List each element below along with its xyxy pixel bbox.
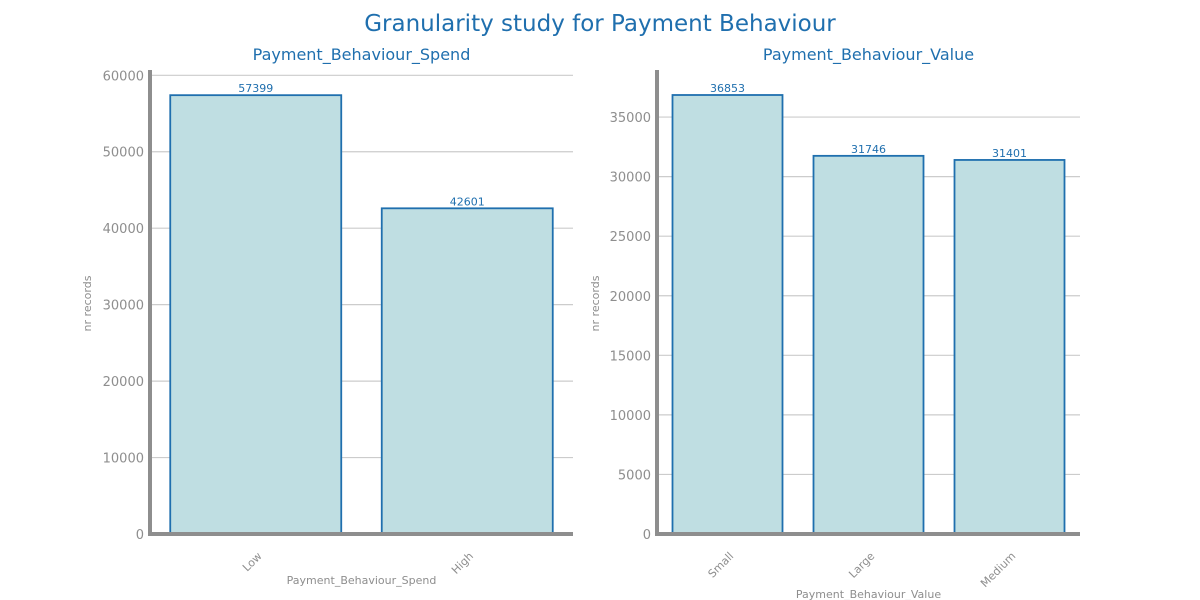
x-tick-label: Low [240, 550, 265, 575]
bar-high [380, 207, 554, 535]
y-tick-label: 0 [136, 528, 144, 543]
y-tick-label: 10000 [610, 409, 651, 424]
x-tick-label: Large [846, 549, 877, 580]
y-tick-label: 0 [643, 528, 651, 543]
bar-small [671, 94, 784, 535]
subplot-title: Payment_Behaviour_Spend [253, 45, 471, 65]
data-label: 42601 [450, 195, 485, 208]
y-tick-label: 35000 [610, 111, 651, 126]
y-tick-label: 20000 [610, 290, 651, 305]
y-tick-label: 50000 [103, 146, 144, 161]
y-tick-label: 25000 [610, 230, 651, 245]
y-tick-label: 10000 [103, 452, 144, 467]
data-label: 31401 [992, 147, 1027, 160]
y-tick-label: 60000 [103, 69, 144, 84]
bar-low [169, 94, 343, 535]
x-tick-label: Medium [978, 550, 1018, 590]
figure-title: Granularity study for Payment Behaviour [364, 11, 836, 37]
data-label: 57399 [238, 82, 273, 95]
data-label: 36853 [710, 82, 745, 95]
data-label: 31746 [851, 143, 886, 156]
y-tick-label: 5000 [618, 468, 651, 483]
x-tick-label: Small [706, 550, 737, 581]
y-tick-label: 15000 [610, 349, 651, 364]
y-tick-label: 40000 [103, 222, 144, 237]
bar-medium [953, 159, 1066, 535]
x-tick-label: High [449, 550, 476, 577]
y-axis-label: nr records [81, 275, 94, 331]
x-axis-label: Payment_Behaviour_Spend [287, 574, 437, 587]
chart-payment-behaviour-spend: Payment_Behaviour_Spend 0 10000 20000 30000 4… [81, 45, 573, 587]
subplot-title: Payment_Behaviour_Value [763, 45, 974, 65]
y-tick-label: 30000 [103, 299, 144, 314]
x-axis-label: Payment_Behaviour_Value [796, 588, 941, 600]
y-axis-label: nr records [589, 275, 602, 331]
y-tick-label: 30000 [610, 171, 651, 186]
chart-payment-behaviour-value: Payment_Behaviour_Value 0 5000 10000 15000 20… [589, 45, 1080, 600]
y-tick-label: 20000 [103, 375, 144, 390]
bar-large [812, 154, 925, 535]
